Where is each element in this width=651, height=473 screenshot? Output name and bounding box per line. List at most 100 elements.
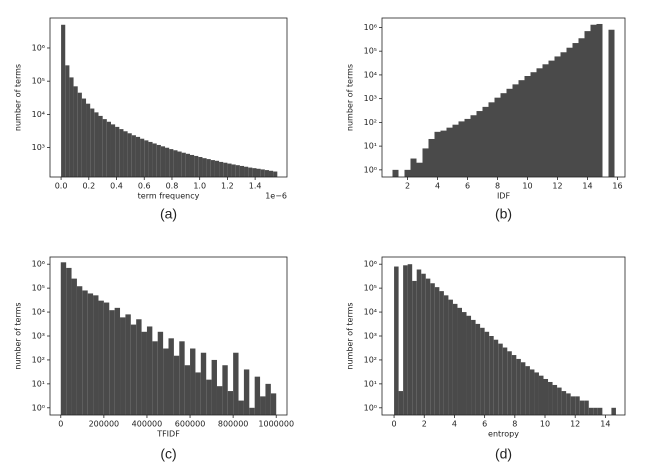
bar bbox=[422, 148, 429, 177]
bar bbox=[470, 115, 477, 177]
y-tick-label: 10³ bbox=[364, 94, 377, 103]
bar bbox=[256, 168, 261, 177]
bar bbox=[458, 121, 465, 177]
bar bbox=[206, 159, 211, 177]
bar bbox=[123, 131, 128, 177]
bar bbox=[177, 151, 182, 177]
bar bbox=[570, 396, 576, 415]
x-tick-label: 8 bbox=[512, 420, 517, 429]
bar bbox=[520, 362, 526, 415]
bar bbox=[507, 351, 512, 415]
bar bbox=[210, 160, 215, 177]
bar bbox=[440, 130, 447, 177]
bar bbox=[61, 24, 66, 178]
bar bbox=[588, 407, 594, 415]
bar bbox=[165, 147, 170, 177]
bar bbox=[206, 379, 212, 415]
bar bbox=[233, 352, 239, 415]
bar bbox=[597, 407, 603, 415]
x-axis-label: TFIDF bbox=[156, 430, 180, 439]
bar bbox=[173, 150, 178, 177]
x-tick-label: 14 bbox=[582, 182, 592, 191]
bar bbox=[270, 393, 277, 415]
y-tick-label: 10³ bbox=[364, 332, 377, 341]
bar bbox=[476, 111, 483, 177]
x-tick-label: 16 bbox=[612, 182, 622, 191]
y-tick-label: 10⁴ bbox=[32, 308, 45, 317]
bar bbox=[560, 52, 567, 178]
bar bbox=[157, 331, 164, 415]
bar bbox=[482, 106, 489, 177]
bar bbox=[500, 93, 507, 177]
panel-caption: (b) bbox=[495, 206, 512, 222]
bar bbox=[452, 124, 459, 177]
x-tick-label: 0 bbox=[392, 420, 397, 429]
y-tick-label: 10⁵ bbox=[364, 47, 377, 56]
bar bbox=[484, 331, 490, 415]
panel-caption: (a) bbox=[160, 206, 177, 222]
bar bbox=[131, 135, 136, 177]
bar bbox=[493, 339, 499, 415]
bar bbox=[412, 280, 417, 415]
bar bbox=[140, 138, 145, 177]
bar bbox=[94, 112, 99, 177]
bar bbox=[109, 310, 115, 415]
plot-frame bbox=[49, 17, 288, 178]
y-tick-label: 10¹ bbox=[364, 142, 377, 151]
bar bbox=[584, 400, 589, 415]
x-tick-label: 12 bbox=[552, 182, 562, 191]
bar bbox=[222, 365, 228, 415]
bar bbox=[114, 307, 121, 415]
x-tick-label: 800000 bbox=[218, 420, 249, 429]
bar bbox=[596, 23, 603, 177]
bar bbox=[548, 381, 553, 415]
bar bbox=[60, 262, 67, 415]
y-tick-label: 10⁶ bbox=[32, 260, 45, 269]
bar bbox=[152, 143, 157, 177]
bar bbox=[446, 127, 453, 177]
y-tick-label: 10⁴ bbox=[364, 308, 377, 317]
y-tick-label: 10⁰ bbox=[32, 403, 45, 412]
plot-frame bbox=[381, 17, 626, 178]
bar bbox=[421, 273, 426, 415]
bar bbox=[87, 293, 94, 415]
bar bbox=[65, 65, 70, 177]
y-tick-label: 10² bbox=[364, 118, 377, 127]
bar bbox=[575, 396, 580, 415]
bar bbox=[223, 162, 228, 177]
bar bbox=[268, 170, 274, 177]
bar bbox=[518, 80, 525, 177]
x-tick-label: 0.8 bbox=[166, 182, 179, 191]
bar bbox=[214, 160, 220, 177]
bar bbox=[202, 158, 207, 177]
bar bbox=[548, 60, 555, 177]
bar bbox=[516, 358, 521, 415]
bar bbox=[248, 167, 253, 177]
y-tick-label: 10⁵ bbox=[364, 284, 377, 293]
bar bbox=[194, 155, 199, 177]
bar bbox=[76, 286, 83, 415]
bar bbox=[471, 319, 476, 415]
bar bbox=[428, 138, 435, 177]
x-tick-label: 6 bbox=[465, 182, 470, 191]
bar bbox=[554, 56, 561, 177]
bar bbox=[81, 98, 87, 177]
bar bbox=[404, 169, 411, 177]
bar bbox=[536, 68, 543, 177]
bar bbox=[579, 400, 585, 415]
x-axis-label: term frequency bbox=[138, 192, 200, 201]
bar bbox=[77, 92, 82, 177]
y-tick-label: 10¹ bbox=[364, 379, 377, 388]
y-axis-label: number of terms bbox=[346, 64, 355, 131]
x-tick-label: 0 bbox=[58, 420, 63, 429]
panel-caption: (d) bbox=[495, 446, 512, 462]
bar bbox=[578, 38, 585, 177]
bar bbox=[260, 396, 266, 415]
bar bbox=[235, 165, 240, 177]
bar bbox=[135, 136, 141, 177]
bar bbox=[524, 76, 531, 177]
bar bbox=[461, 312, 467, 415]
x-tick-label: 1000000 bbox=[258, 420, 294, 429]
y-tick-label: 10¹ bbox=[32, 379, 45, 388]
bar bbox=[584, 31, 591, 177]
